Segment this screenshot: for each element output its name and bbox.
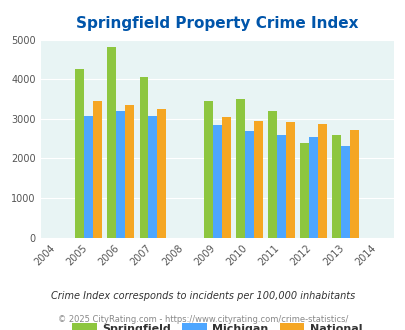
Bar (93, 101, 102, 238)
Bar (203, 101, 212, 238)
Title: Springfield Property Crime Index: Springfield Property Crime Index (76, 16, 358, 31)
Bar (148, 116, 157, 238)
Bar (84, 115, 93, 238)
Bar (125, 105, 134, 238)
Bar (340, 146, 349, 238)
Bar (253, 121, 262, 238)
Bar (317, 123, 326, 238)
Bar (212, 125, 221, 238)
Bar (299, 143, 308, 238)
Text: © 2025 CityRating.com - https://www.cityrating.com/crime-statistics/: © 2025 CityRating.com - https://www.city… (58, 315, 347, 324)
Bar (75, 69, 84, 238)
Bar (221, 117, 230, 238)
Bar (276, 135, 285, 238)
Bar (285, 122, 294, 238)
Bar (107, 47, 116, 238)
Bar (157, 109, 166, 238)
Legend: Springfield, Michigan, National: Springfield, Michigan, National (68, 318, 366, 330)
Bar (244, 131, 253, 238)
Bar (235, 99, 244, 238)
Text: Crime Index corresponds to incidents per 100,000 inhabitants: Crime Index corresponds to incidents per… (51, 291, 354, 301)
Bar (331, 135, 340, 238)
Bar (267, 111, 276, 238)
Bar (308, 137, 317, 238)
Bar (139, 77, 148, 238)
Bar (349, 130, 358, 238)
Bar (116, 111, 125, 238)
